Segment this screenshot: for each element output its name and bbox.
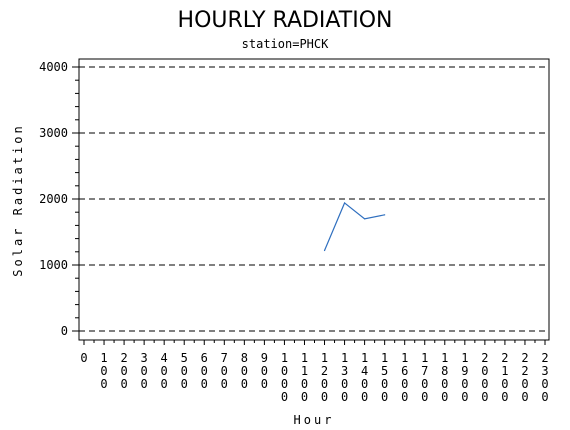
data-point (323, 249, 326, 252)
x-axis-label: Hour (294, 413, 335, 427)
y-tick-label: 1000 (39, 258, 68, 272)
chart-title: HOURLY RADIATION (177, 8, 393, 33)
y-tick-label: 4000 (39, 60, 68, 74)
data-point (384, 214, 386, 216)
series-layer (323, 202, 386, 252)
grid-lines (79, 66, 549, 332)
chart-subtitle: station=PHCK (241, 37, 329, 51)
x-axis: 0 1 0 0 2 0 0 3 0 0 4 0 0 5 0 0 6 0 0 7 0 0 8 0 0 9 0 0 1 0 0 0 1 1 0 0 1 2 0 0… (80, 340, 549, 404)
y-axis-label: Solar Radiation (11, 123, 25, 276)
series-line (323, 202, 385, 251)
y-tick-label: 0 (61, 324, 68, 338)
data-point (343, 202, 346, 204)
data-point (364, 218, 366, 220)
y-tick-label: 3000 (39, 126, 68, 140)
x-tick-label: 0 (80, 351, 87, 365)
y-tick-label: 2000 (39, 192, 68, 206)
y-axis: 0 1000 2000 3000 4000 (39, 60, 79, 338)
